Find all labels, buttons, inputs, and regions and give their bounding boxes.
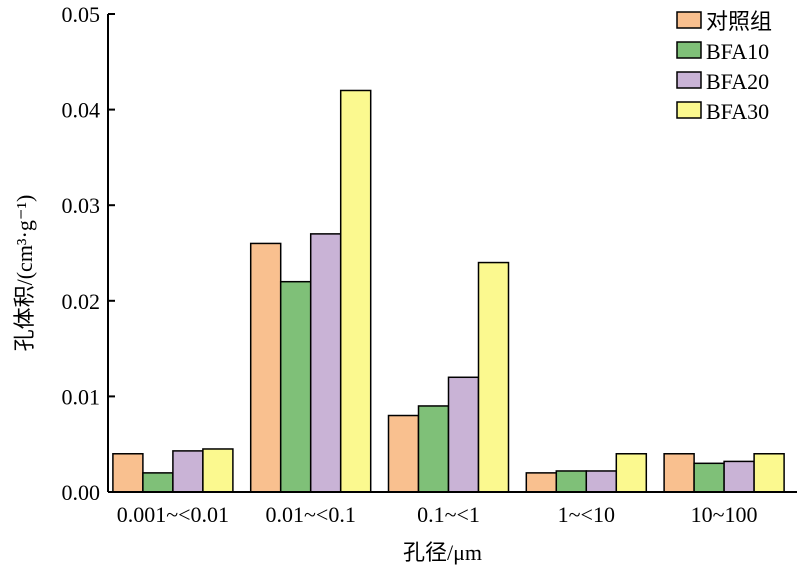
- bar: [387, 414, 420, 493]
- x-tick-label: 0.01~<0.1: [266, 502, 356, 527]
- x-tick-label: 10~100: [691, 502, 758, 527]
- y-tick-label: 0.03: [62, 193, 101, 218]
- x-tick-label: 1~<10: [558, 502, 615, 527]
- bar: [202, 448, 234, 493]
- bar: [555, 470, 588, 493]
- bar: [585, 470, 618, 493]
- legend-swatch: [676, 11, 702, 29]
- bar: [417, 405, 450, 493]
- y-axis-title: 孔体积/(cm³·g⁻¹): [12, 195, 37, 352]
- bar: [279, 280, 312, 493]
- x-axis-title: 孔径/μm: [403, 540, 482, 565]
- bar: [723, 460, 755, 493]
- y-tick-label: 0.01: [62, 384, 101, 409]
- y-tick-label: 0.05: [62, 2, 101, 27]
- bar: [309, 233, 342, 493]
- legend-label: BFA20: [706, 69, 769, 94]
- bar: [142, 472, 174, 493]
- bar: [249, 242, 282, 493]
- bar: [112, 453, 144, 493]
- bar: [525, 472, 558, 493]
- legend: 对照组 BFA10 BFA20 BFA30: [676, 9, 772, 124]
- bar: [693, 462, 725, 493]
- bar: [172, 450, 204, 493]
- legend-swatch: [676, 71, 702, 89]
- legend-swatch: [676, 101, 702, 119]
- y-tick-label: 0.02: [62, 289, 101, 314]
- y-tick-label: 0.00: [62, 480, 101, 505]
- legend-label: 对照组: [706, 9, 772, 34]
- legend-label: BFA10: [706, 39, 769, 64]
- bar: [753, 453, 785, 493]
- y-tick-label: 0.04: [62, 98, 101, 123]
- axes-group: [107, 14, 797, 493]
- bar: [447, 376, 480, 493]
- y-ticks-group: 0.00 0.01 0.02 0.03 0.04 0.05: [62, 2, 115, 505]
- bar: [339, 89, 372, 493]
- x-tick-label: 0.001~<0.01: [117, 502, 229, 527]
- legend-swatch: [676, 41, 702, 59]
- legend-label: BFA30: [706, 99, 769, 124]
- bar: [477, 261, 510, 493]
- bar: [615, 453, 648, 493]
- bars-group: [112, 89, 785, 493]
- bar: [663, 453, 695, 493]
- x-tick-label: 0.1~<1: [417, 502, 480, 527]
- x-ticks-group: 0.001~<0.01 0.01~<0.1 0.1~<1 1~<10 10~100: [117, 502, 758, 527]
